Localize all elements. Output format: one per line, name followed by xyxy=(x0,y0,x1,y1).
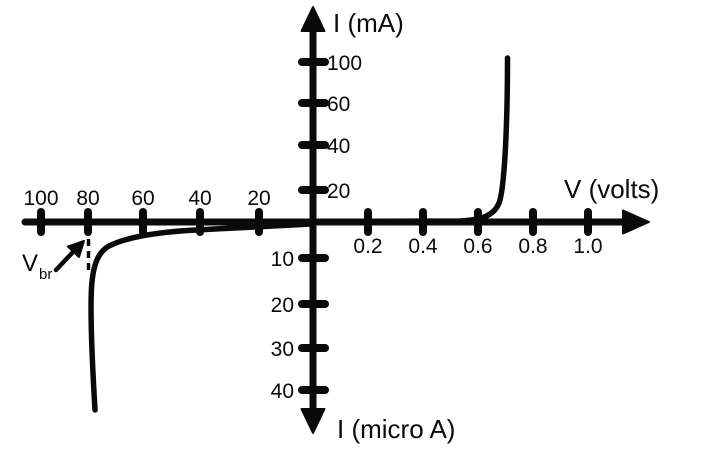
x-axis-tick-label: 1.0 xyxy=(573,235,602,258)
y-axis-tick-label: 30 xyxy=(271,338,294,361)
x-axis-tick-label: 0.2 xyxy=(353,235,382,258)
y-axis-top-arrowhead xyxy=(300,6,326,32)
x-axis-arrowhead xyxy=(622,209,650,235)
y-axis-tick-label: 100 xyxy=(327,52,362,75)
x-axis-tick-label: 80 xyxy=(76,187,99,210)
x-axis-tick-label: 100 xyxy=(23,187,58,210)
x-axis-title: V (volts) xyxy=(564,174,659,204)
y-axis-tick-label: 20 xyxy=(327,180,350,203)
y-axis-tick-label: 20 xyxy=(271,294,294,317)
x-axis-tick-label: 0.4 xyxy=(408,235,438,258)
y-axis-bottom-arrowhead xyxy=(300,408,326,434)
reverse-breakdown-curve xyxy=(88,221,314,413)
y-axis-tick-label: 40 xyxy=(327,135,350,158)
x-axis-tick-label: 20 xyxy=(247,187,270,210)
vbr-arrow-shaft xyxy=(53,249,76,273)
y-negative-axis-title: I (micro A) xyxy=(337,414,455,444)
y-axis-tick-label: 40 xyxy=(271,380,294,403)
forward-bias-curve xyxy=(327,55,511,225)
x-axis-tick-label: 0.6 xyxy=(463,235,492,258)
y-positive-axis-title: I (mA) xyxy=(333,8,404,38)
y-axis-tick-label: 10 xyxy=(271,248,294,271)
x-axis-tick-label: 60 xyxy=(131,187,154,210)
y-axis-tick-label: 60 xyxy=(327,93,350,116)
vbr-label-subscript: br xyxy=(39,266,52,283)
vbr-label: V xyxy=(22,250,38,277)
x-axis-tick-label: 40 xyxy=(188,187,211,210)
x-axis-tick-label: 0.8 xyxy=(518,235,547,258)
vbr-arrowhead xyxy=(67,240,85,258)
